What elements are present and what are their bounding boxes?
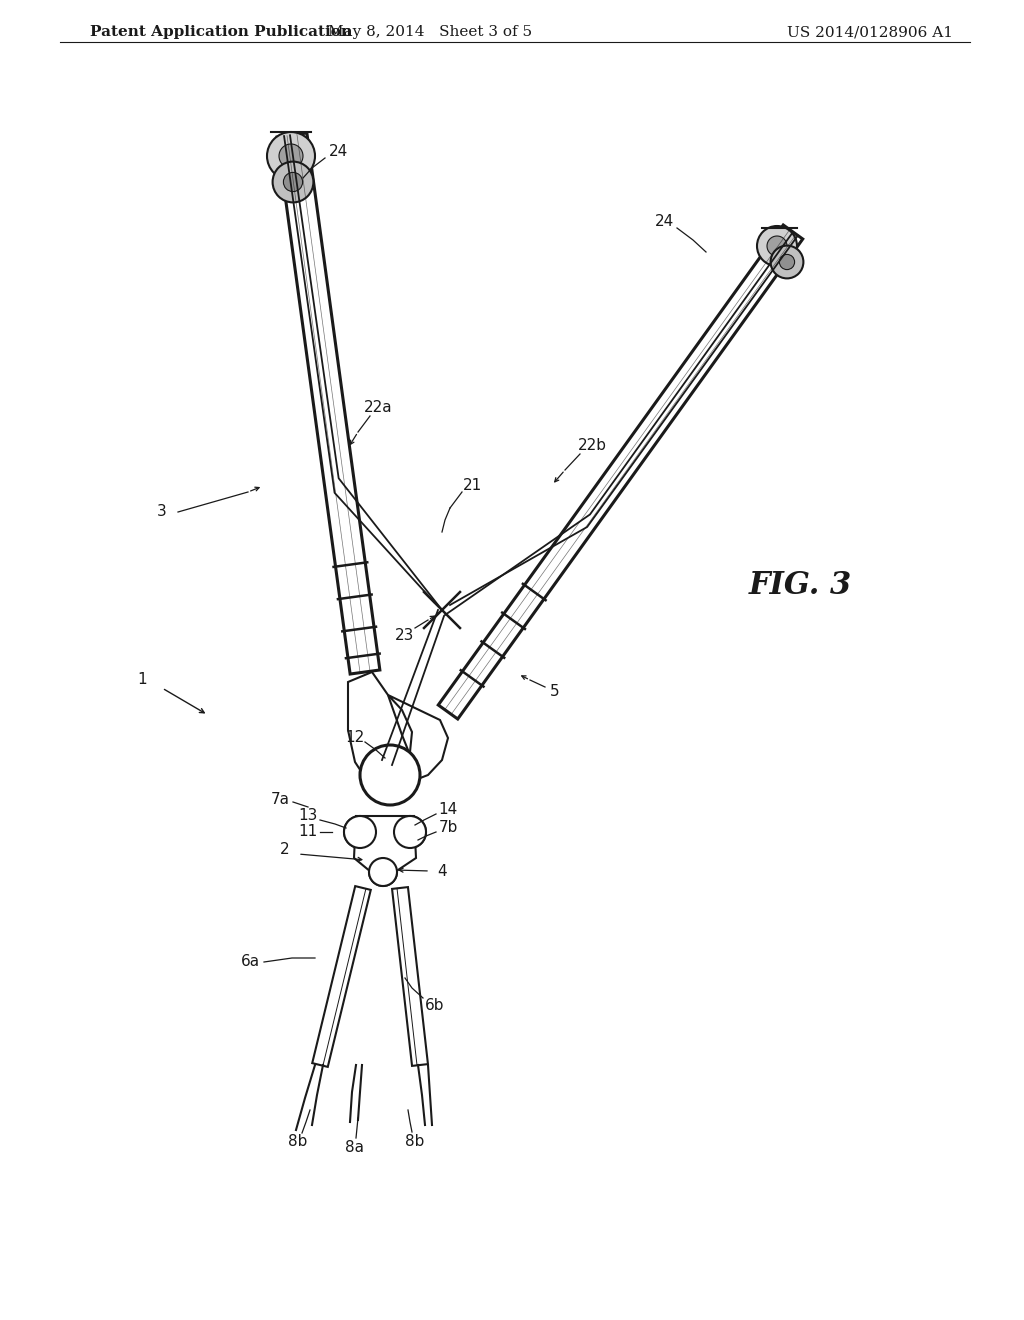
Circle shape <box>757 226 797 267</box>
Polygon shape <box>438 224 803 719</box>
Text: 6a: 6a <box>241 954 259 969</box>
Text: 7a: 7a <box>270 792 290 808</box>
Circle shape <box>272 161 313 202</box>
Polygon shape <box>278 133 380 675</box>
Text: Patent Application Publication: Patent Application Publication <box>90 25 352 40</box>
Text: 8a: 8a <box>345 1140 365 1155</box>
Polygon shape <box>388 696 449 780</box>
Text: 24: 24 <box>329 144 347 160</box>
Text: 24: 24 <box>655 214 675 230</box>
Text: FIG. 3: FIG. 3 <box>749 569 852 601</box>
Text: 21: 21 <box>463 478 481 492</box>
Polygon shape <box>312 886 371 1067</box>
Text: 1: 1 <box>137 672 146 688</box>
Text: 14: 14 <box>438 803 458 817</box>
Text: 23: 23 <box>395 627 415 643</box>
Text: 22b: 22b <box>578 437 606 453</box>
Circle shape <box>279 144 303 168</box>
Polygon shape <box>392 887 428 1065</box>
Circle shape <box>771 246 804 279</box>
Text: 5: 5 <box>550 685 560 700</box>
Text: 6b: 6b <box>425 998 444 1012</box>
Circle shape <box>284 173 303 191</box>
Circle shape <box>779 255 795 269</box>
Circle shape <box>369 858 397 886</box>
Circle shape <box>767 236 787 256</box>
Text: 8b: 8b <box>406 1134 425 1150</box>
Text: 3: 3 <box>157 504 167 520</box>
Polygon shape <box>348 672 412 789</box>
Text: May 8, 2014   Sheet 3 of 5: May 8, 2014 Sheet 3 of 5 <box>328 25 532 40</box>
Circle shape <box>369 858 397 886</box>
Text: 8b: 8b <box>289 1134 307 1150</box>
Polygon shape <box>354 816 416 884</box>
Text: 7b: 7b <box>438 821 458 836</box>
Text: 13: 13 <box>298 808 317 824</box>
Text: 4: 4 <box>437 865 446 879</box>
Text: 12: 12 <box>345 730 365 746</box>
Circle shape <box>267 132 315 180</box>
Text: US 2014/0128906 A1: US 2014/0128906 A1 <box>787 25 953 40</box>
Circle shape <box>344 816 376 847</box>
Circle shape <box>360 744 420 805</box>
Circle shape <box>344 816 376 847</box>
Text: 2: 2 <box>281 842 290 858</box>
Circle shape <box>394 816 426 847</box>
Circle shape <box>394 816 426 847</box>
Text: 22a: 22a <box>364 400 392 416</box>
Text: 11: 11 <box>298 825 317 840</box>
